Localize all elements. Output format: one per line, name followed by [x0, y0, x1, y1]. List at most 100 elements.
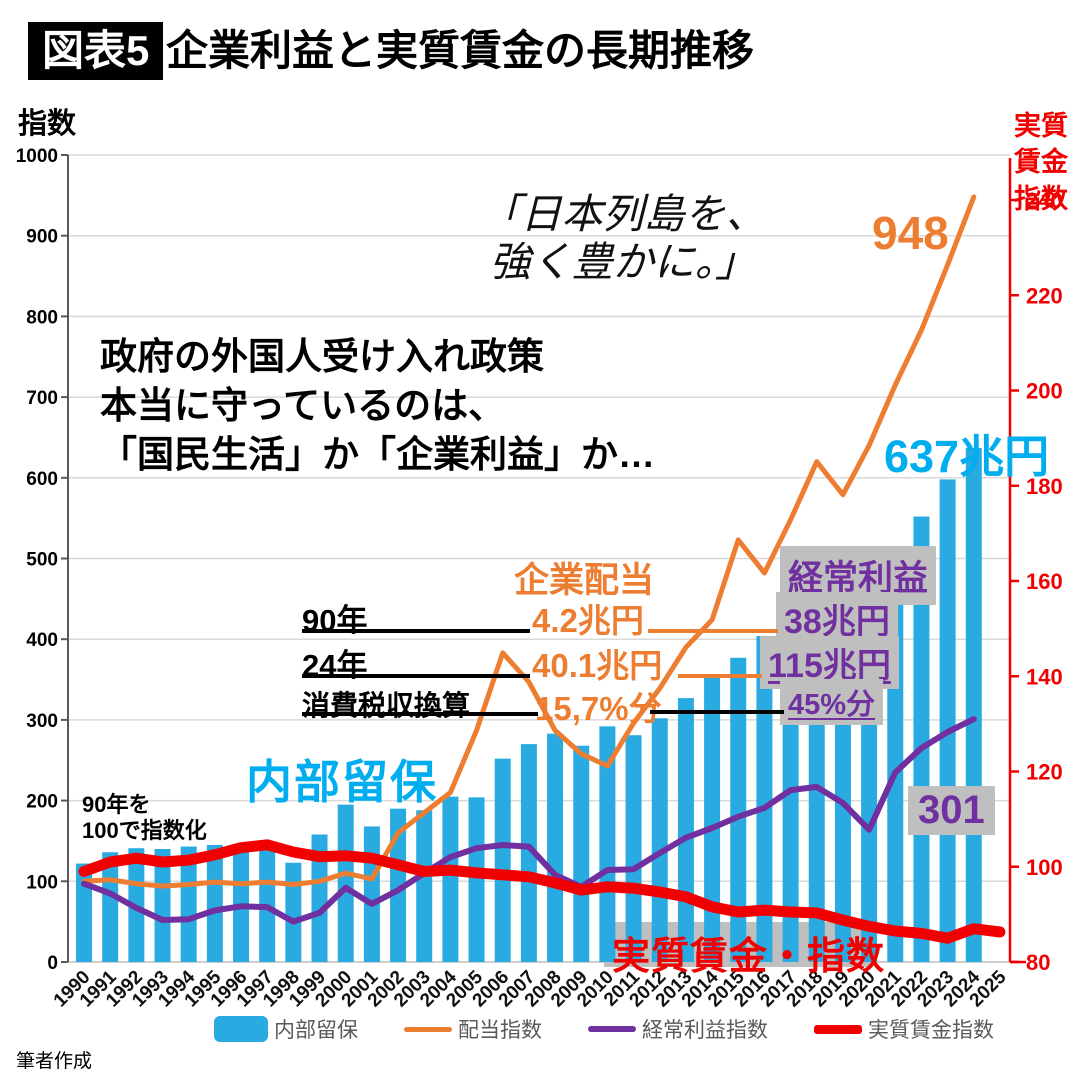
table-underline	[302, 674, 530, 678]
dividend-column-header: 企業配当	[514, 561, 655, 600]
slogan-quote: 「日本列島を、 強く豊かに。」	[448, 190, 798, 287]
right-axis-tick-label: 140	[1026, 664, 1063, 689]
bar-2002	[390, 808, 407, 962]
right-axis-tick-label: 200	[1026, 379, 1063, 404]
figure-tag: 図表5	[28, 22, 164, 80]
index-base-note: 90年を 100で指数化	[82, 792, 207, 845]
dividend-cell-value: 40.1兆円	[532, 647, 663, 684]
right-axis-tick-label: 160	[1026, 569, 1063, 594]
left-axis-tick-label: 1000	[16, 146, 58, 167]
bar-1997	[259, 844, 276, 962]
bar-2008	[547, 733, 564, 962]
legend-label: 内部留保	[274, 1019, 358, 1042]
left-axis-tick-label: 0	[47, 953, 58, 974]
bar-2005	[468, 797, 485, 962]
slogan-quote-line: 「日本列島を、	[479, 190, 767, 238]
table-underline	[302, 712, 538, 716]
table-connector-line	[648, 629, 778, 633]
right-axis-title-line: 賃金	[1014, 147, 1068, 178]
bar-2004	[442, 796, 459, 962]
left-axis-tick-label: 600	[26, 469, 58, 490]
bar-2012	[651, 718, 668, 962]
dividend-cell-value: 4.2兆円	[532, 602, 644, 639]
commentary-note-line: 政府の外国人受け入れ政策	[100, 336, 544, 377]
bar-2001	[363, 826, 380, 962]
table-row-label: 24年	[302, 648, 368, 683]
bar-2000	[337, 804, 354, 962]
bar-2024	[965, 447, 982, 962]
legend: 内部留保 配当指数 経常利益指数 実質賃金指数	[214, 1014, 1026, 1044]
bar-1994	[180, 846, 197, 962]
profit-line-icon	[588, 1026, 636, 1032]
table-row-label: 消費税収換算	[302, 690, 471, 721]
bar-1995	[206, 844, 223, 962]
bar-1993	[154, 849, 171, 962]
bar-2011	[625, 735, 642, 962]
table-underline	[302, 629, 530, 633]
slogan-quote-line: 強く豊かに。」	[489, 238, 757, 287]
line-経常利益指数	[81, 716, 977, 925]
right-axis-tick-label: 180	[1026, 474, 1063, 499]
legend-item-profit: 経常利益指数	[588, 1014, 768, 1044]
wage-line-icon	[814, 1024, 862, 1034]
bar-2006	[494, 758, 511, 962]
real-wage-series-label: 実質賃金・指数	[612, 936, 886, 978]
right-axis-tick-label: 80	[1026, 950, 1050, 975]
bar-2022	[913, 516, 930, 962]
legend-label: 経常利益指数	[642, 1019, 768, 1042]
bar-2016	[756, 635, 773, 962]
right-axis-tick-label: 120	[1026, 760, 1063, 785]
profit-cell-value: 45%分	[780, 679, 884, 725]
reserves-swatch-icon	[214, 1016, 268, 1042]
right-axis-title-line: 指数	[1014, 183, 1068, 214]
right-axis-title-line: 実質	[1014, 111, 1068, 141]
bar-2013	[677, 698, 694, 962]
bar-1990	[76, 863, 92, 962]
legend-label: 配当指数	[458, 1019, 542, 1042]
reserves-latest-value: 637兆円	[884, 431, 1050, 482]
bar-2003	[416, 810, 433, 962]
bar-2009	[573, 745, 590, 962]
table-connector-line	[650, 710, 784, 714]
legend-item-dividend: 配当指数	[404, 1014, 542, 1044]
bar-1998	[285, 862, 302, 962]
left-axis-tick-label: 500	[26, 550, 58, 571]
dividend-peak-value: 948	[872, 207, 949, 259]
left-axis-title: 指数	[18, 108, 77, 140]
index-base-note-line: 100で指数化	[82, 818, 207, 844]
source-credit: 筆者作成	[16, 1051, 93, 1072]
right-axis-tick-label: 240	[1026, 188, 1063, 213]
profit-peak-value: 301	[908, 786, 995, 835]
left-axis-tick-label: 400	[26, 630, 58, 651]
table-connector-line	[678, 674, 762, 678]
bar-2010	[599, 726, 616, 962]
bar-2014	[704, 677, 721, 962]
left-axis-tick-label: 900	[26, 227, 58, 248]
right-axis-tick-label: 100	[1026, 855, 1063, 880]
index-base-note-line: 90年を	[82, 792, 151, 817]
legend-item-wage: 実質賃金指数	[814, 1014, 994, 1044]
table-row-label: 90年	[302, 603, 368, 638]
legend-label: 実質賃金指数	[868, 1019, 994, 1042]
right-axis-title: 実質 賃金 指数	[1014, 108, 1076, 217]
left-axis-tick-label: 200	[26, 792, 58, 813]
line-実質賃金指数	[78, 839, 1006, 944]
bar-2023	[939, 479, 956, 962]
left-axis-tick-label: 800	[26, 307, 58, 328]
dividend-line-icon	[404, 1026, 452, 1032]
page-title: 企業利益と実質賃金の長期推移	[166, 27, 755, 74]
right-axis-tick-label: 220	[1026, 283, 1063, 308]
reserves-series-label: 内部留保	[246, 756, 438, 808]
bar-1999	[311, 834, 328, 962]
bar-2015	[730, 657, 747, 962]
dividend-cell-value: 15,7%分	[535, 690, 662, 727]
line-配当指数	[81, 194, 977, 889]
left-axis-tick-label: 100	[26, 872, 58, 893]
commentary-note-line: 「国民生活」か「企業利益」か…	[100, 434, 655, 476]
bar-2007	[520, 744, 537, 962]
left-axis-tick-label: 300	[26, 711, 58, 732]
legend-item-reserves: 内部留保	[214, 1014, 358, 1044]
commentary-note: 政府の外国人受け入れ政策 本当に守っているのは、 「国民生活」か「企業利益」か…	[100, 332, 655, 480]
